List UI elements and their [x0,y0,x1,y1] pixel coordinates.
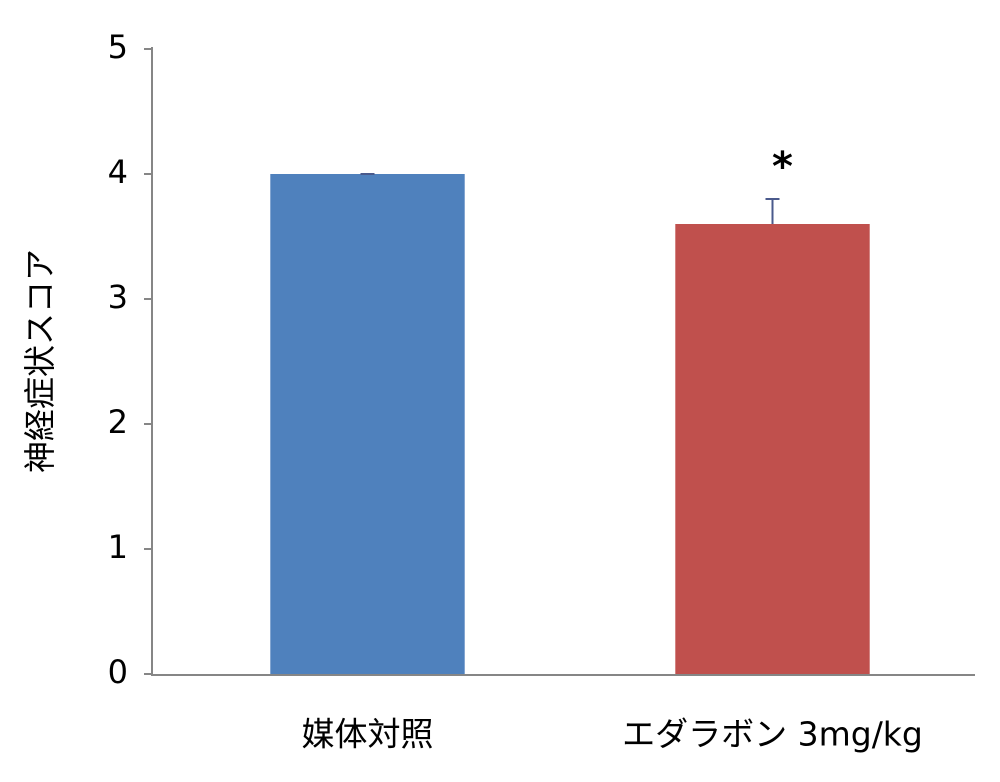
x-tick-label: 媒体対照 [302,715,434,754]
error-bar [765,198,780,224]
x-tick-label: エダラボン 3mg/kg [622,715,923,754]
y-tick-label: 5 [108,28,128,66]
y-tick-label: 1 [108,528,128,566]
y-tick-label: 3 [108,278,128,316]
bar [270,174,465,674]
y-tick-label: 2 [108,403,128,441]
y-tick-label: 4 [108,153,128,191]
bar [675,224,870,674]
significance-label: * [772,144,793,190]
y-tick-label: 0 [108,653,128,691]
y-axis-label: 神経症状スコア [21,249,59,473]
